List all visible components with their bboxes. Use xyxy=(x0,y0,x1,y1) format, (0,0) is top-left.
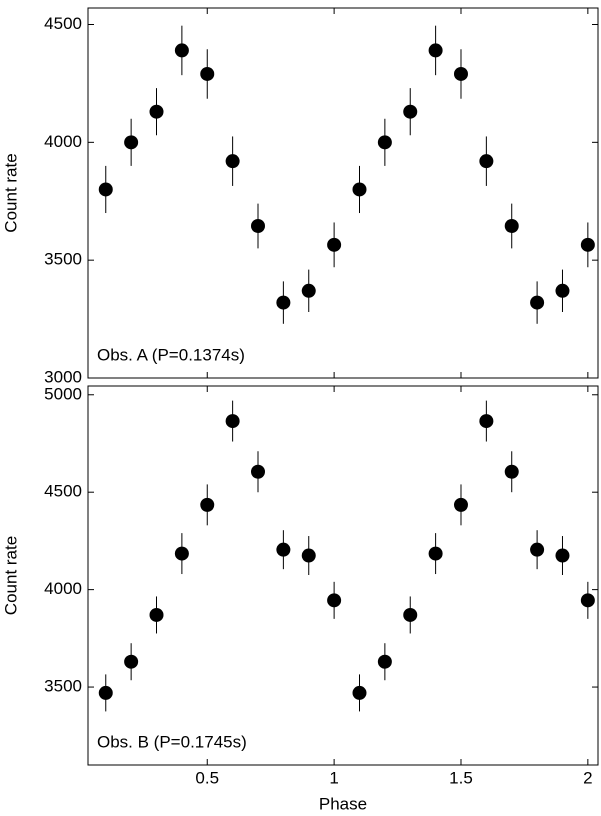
data-point xyxy=(352,182,367,197)
data-point xyxy=(276,542,291,557)
data-point xyxy=(174,546,189,561)
data-point xyxy=(428,43,443,58)
data-point xyxy=(530,542,545,557)
data-point xyxy=(580,237,595,252)
data-point xyxy=(276,295,291,310)
data-point xyxy=(124,135,139,150)
x-tick-label: 1 xyxy=(329,768,338,787)
data-point xyxy=(225,414,240,429)
data-point xyxy=(479,154,494,169)
y-tick-label: 4500 xyxy=(44,14,82,33)
data-point xyxy=(453,66,468,81)
plot-frame xyxy=(87,7,599,379)
data-point xyxy=(251,218,265,233)
data-point xyxy=(225,154,240,169)
x-tick-label: 0.5 xyxy=(195,768,219,787)
x-axis-label: Phase xyxy=(319,794,367,813)
y-tick-label: 3000 xyxy=(44,367,82,386)
y-tick-label: 4000 xyxy=(44,579,82,598)
y-axis-label: Count rate xyxy=(1,153,20,232)
data-point xyxy=(327,237,342,252)
data-point xyxy=(530,295,545,310)
x-tick-label: 1.5 xyxy=(449,768,473,787)
data-point xyxy=(174,43,189,58)
data-point xyxy=(580,593,595,608)
data-point xyxy=(504,464,519,479)
data-point xyxy=(149,607,164,622)
plot-frame xyxy=(87,385,599,766)
data-point xyxy=(327,593,342,608)
y-axis-label: Count rate xyxy=(1,536,20,615)
data-point xyxy=(377,135,392,150)
y-tick-label: 3500 xyxy=(44,677,82,696)
data-point xyxy=(555,283,570,298)
data-point xyxy=(352,685,367,700)
data-point xyxy=(504,218,519,233)
data-point xyxy=(149,104,164,119)
data-point xyxy=(200,66,215,81)
y-tick-label: 4000 xyxy=(44,132,82,151)
data-point xyxy=(98,685,113,700)
data-point xyxy=(453,497,468,512)
data-point xyxy=(98,182,113,197)
data-point xyxy=(251,464,265,479)
data-point xyxy=(403,104,418,119)
y-tick-label: 4500 xyxy=(44,482,82,501)
annotation: Obs. B (P=0.1745s) xyxy=(97,732,247,751)
data-point xyxy=(124,654,139,669)
data-point xyxy=(403,607,418,622)
annotation: Obs. A (P=0.1374s) xyxy=(97,345,245,364)
y-tick-label: 5000 xyxy=(44,384,82,403)
data-point xyxy=(200,497,215,512)
y-tick-label: 3500 xyxy=(44,250,82,269)
data-point xyxy=(428,546,443,561)
data-point xyxy=(301,548,316,563)
data-point xyxy=(479,414,494,429)
data-point xyxy=(555,548,570,563)
x-tick-label: 2 xyxy=(583,768,592,787)
data-point xyxy=(301,283,316,298)
data-point xyxy=(377,654,392,669)
